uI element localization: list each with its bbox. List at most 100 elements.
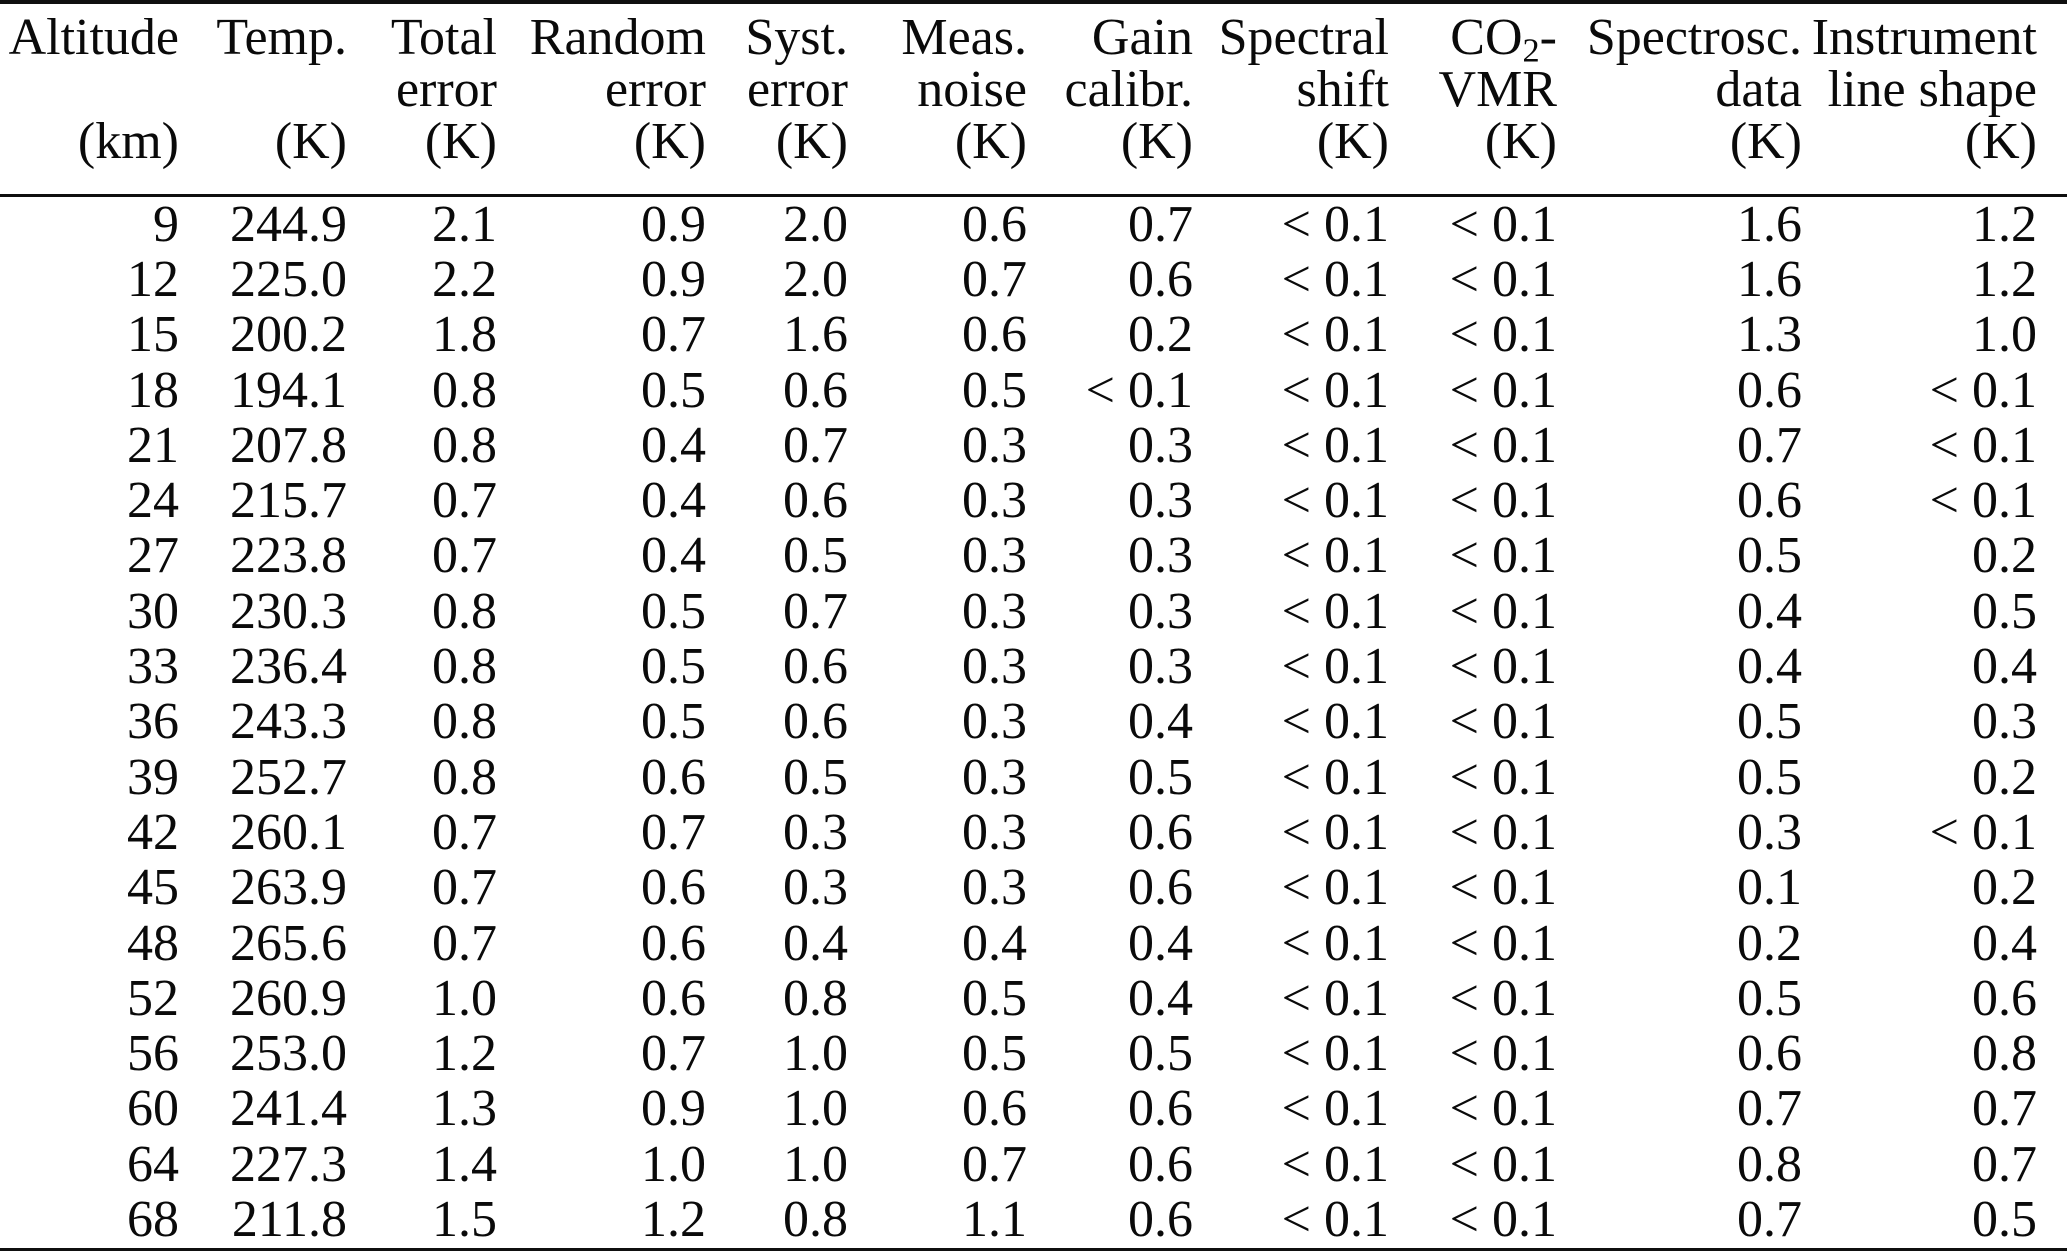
- cell-total-error: 0.7: [432, 472, 497, 530]
- cell-spectrosc-data: 0.5: [1737, 969, 1802, 1027]
- cell-spectral-shift: < 0.1: [1281, 527, 1389, 585]
- cell-temp: 241.4: [230, 1080, 347, 1138]
- cell-spectral-shift: < 0.1: [1281, 638, 1389, 696]
- cell-gain-calibr: 0.6: [1128, 1080, 1193, 1138]
- cell-spectral-shift: < 0.1: [1281, 306, 1389, 364]
- cell-co2-vmr: < 0.1: [1449, 306, 1557, 364]
- cell-instrument-line-shape: 0.2: [1972, 859, 2037, 917]
- cell-spectrosc-data: 0.4: [1737, 638, 1802, 696]
- column-header-spectrosc-data: Spectrosc. data (K): [1563, 2, 1808, 197]
- column-header-syst-error: Syst. error (K): [712, 2, 854, 197]
- cell-meas-noise: 0.3: [962, 859, 1027, 917]
- cell-instrument-line-shape: 1.2: [1972, 250, 2037, 308]
- cell-temp: 215.7: [230, 472, 347, 530]
- cell-co2-vmr: < 0.1: [1449, 195, 1557, 253]
- cell-meas-noise: 0.5: [962, 1025, 1027, 1083]
- co2-label-subscript: 2: [1522, 31, 1540, 70]
- cell-total-error: 1.3: [432, 1080, 497, 1138]
- column-header-total-error: Total error (K): [353, 2, 503, 197]
- cell-co2-vmr: < 0.1: [1449, 1135, 1557, 1193]
- table-row: 30 230.3 0.8 0.5 0.7 0.3 0.3 < 0.1 < 0.1 0.4 0.5: [0, 584, 2067, 639]
- cell-co2-vmr: < 0.1: [1449, 416, 1557, 474]
- cell-spectral-shift: < 0.1: [1281, 748, 1389, 806]
- cell-syst-error: 0.6: [783, 472, 848, 530]
- cell-spectrosc-data: 0.7: [1737, 1080, 1802, 1138]
- table-row: 9 244.9 2.1 0.9 2.0 0.6 0.7 < 0.1 < 0.1 1.6 1.2: [0, 196, 2067, 253]
- cell-total-error: 0.8: [432, 693, 497, 751]
- cell-temp: 200.2: [230, 306, 347, 364]
- cell-altitude: 9: [153, 195, 179, 253]
- cell-altitude: 15: [127, 306, 179, 364]
- header-row: Altitude (km) Temp. (K) Total error (K) Random e…: [0, 2, 2067, 197]
- cell-instrument-line-shape: 0.4: [1972, 914, 2037, 972]
- cell-random-error: 0.9: [641, 250, 706, 308]
- cell-instrument-line-shape: 0.5: [1972, 1190, 2037, 1248]
- cell-random-error: 0.7: [641, 306, 706, 364]
- cell-syst-error: 2.0: [783, 195, 848, 253]
- cell-total-error: 1.8: [432, 306, 497, 364]
- cell-temp: 207.8: [230, 416, 347, 474]
- cell-gain-calibr: 0.4: [1128, 969, 1193, 1027]
- cell-instrument-line-shape: 0.8: [1972, 1025, 2037, 1083]
- cell-altitude: 48: [127, 914, 179, 972]
- cell-gain-calibr: 0.6: [1128, 1135, 1193, 1193]
- cell-instrument-line-shape: < 0.1: [1929, 361, 2037, 419]
- cell-spectrosc-data: 1.6: [1737, 195, 1802, 253]
- cell-temp: 227.3: [230, 1135, 347, 1193]
- column-header-meas-noise: Meas. noise (K): [854, 2, 1033, 197]
- cell-spectral-shift: < 0.1: [1281, 1025, 1389, 1083]
- table-row: 52 260.9 1.0 0.6 0.8 0.5 0.4 < 0.1 < 0.1 0.5 0.6: [0, 971, 2067, 1026]
- cell-gain-calibr: 0.4: [1128, 914, 1193, 972]
- cell-spectral-shift: < 0.1: [1281, 1135, 1389, 1193]
- table-row: 21 207.8 0.8 0.4 0.7 0.3 0.3 < 0.1 < 0.1 0.7 < 0.1: [0, 418, 2067, 473]
- column-header-line1: Total: [390, 9, 497, 66]
- cell-temp: 260.9: [230, 969, 347, 1027]
- cell-instrument-line-shape: 0.7: [1972, 1080, 2037, 1138]
- cell-co2-vmr: < 0.1: [1449, 582, 1557, 640]
- table-row: 15 200.2 1.8 0.7 1.6 0.6 0.2 < 0.1 < 0.1 1.3 1.0: [0, 308, 2067, 363]
- column-header-line2: shift: [1296, 61, 1389, 118]
- cell-spectral-shift: < 0.1: [1281, 361, 1389, 419]
- cell-temp: 260.1: [230, 803, 347, 861]
- table-row: 48 265.6 0.7 0.6 0.4 0.4 0.4 < 0.1 < 0.1 0.2 0.4: [0, 916, 2067, 971]
- cell-spectrosc-data: 0.7: [1737, 416, 1802, 474]
- cell-spectrosc-data: 0.2: [1737, 914, 1802, 972]
- cell-spectral-shift: < 0.1: [1281, 803, 1389, 861]
- column-header-line2: line shape: [1827, 61, 2037, 118]
- column-header-line2: data: [1715, 61, 1802, 118]
- table-row: 36 243.3 0.8 0.5 0.6 0.3 0.4 < 0.1 < 0.1 0.5 0.3: [0, 695, 2067, 750]
- cell-random-error: 0.4: [641, 416, 706, 474]
- cell-instrument-line-shape: 0.5: [1972, 582, 2037, 640]
- cell-syst-error: 1.0: [783, 1135, 848, 1193]
- cell-altitude: 30: [127, 582, 179, 640]
- cell-random-error: 0.7: [641, 1025, 706, 1083]
- cell-random-error: 0.6: [641, 859, 706, 917]
- cell-spectral-shift: < 0.1: [1281, 969, 1389, 1027]
- cell-co2-vmr: < 0.1: [1449, 1025, 1557, 1083]
- column-header-line2: calibr.: [1064, 61, 1193, 118]
- column-header-line1: Syst.: [745, 9, 848, 66]
- cell-temp: 243.3: [230, 693, 347, 751]
- cell-total-error: 1.4: [432, 1135, 497, 1193]
- table-row: 39 252.7 0.8 0.6 0.5 0.3 0.5 < 0.1 < 0.1 0.5 0.2: [0, 750, 2067, 805]
- cell-co2-vmr: < 0.1: [1449, 1080, 1557, 1138]
- cell-spectrosc-data: 0.7: [1737, 1190, 1802, 1248]
- cell-co2-vmr: < 0.1: [1449, 748, 1557, 806]
- cell-temp: 253.0: [230, 1025, 347, 1083]
- cell-altitude: 42: [127, 803, 179, 861]
- table-row: 45 263.9 0.7 0.6 0.3 0.3 0.6 < 0.1 < 0.1 0.1 0.2: [0, 861, 2067, 916]
- cell-spectrosc-data: 1.6: [1737, 250, 1802, 308]
- cell-instrument-line-shape: 0.4: [1972, 638, 2037, 696]
- cell-gain-calibr: 0.6: [1128, 1190, 1193, 1248]
- cell-altitude: 68: [127, 1190, 179, 1248]
- cell-co2-vmr: < 0.1: [1449, 472, 1557, 530]
- column-header-line2: [0, 64, 179, 116]
- cell-altitude: 36: [127, 693, 179, 751]
- cell-gain-calibr: 0.5: [1128, 748, 1193, 806]
- cell-random-error: 0.6: [641, 969, 706, 1027]
- cell-syst-error: 0.6: [783, 361, 848, 419]
- cell-syst-error: 0.5: [783, 748, 848, 806]
- cell-syst-error: 0.6: [783, 693, 848, 751]
- cell-altitude: 52: [127, 969, 179, 1027]
- cell-total-error: 0.7: [432, 914, 497, 972]
